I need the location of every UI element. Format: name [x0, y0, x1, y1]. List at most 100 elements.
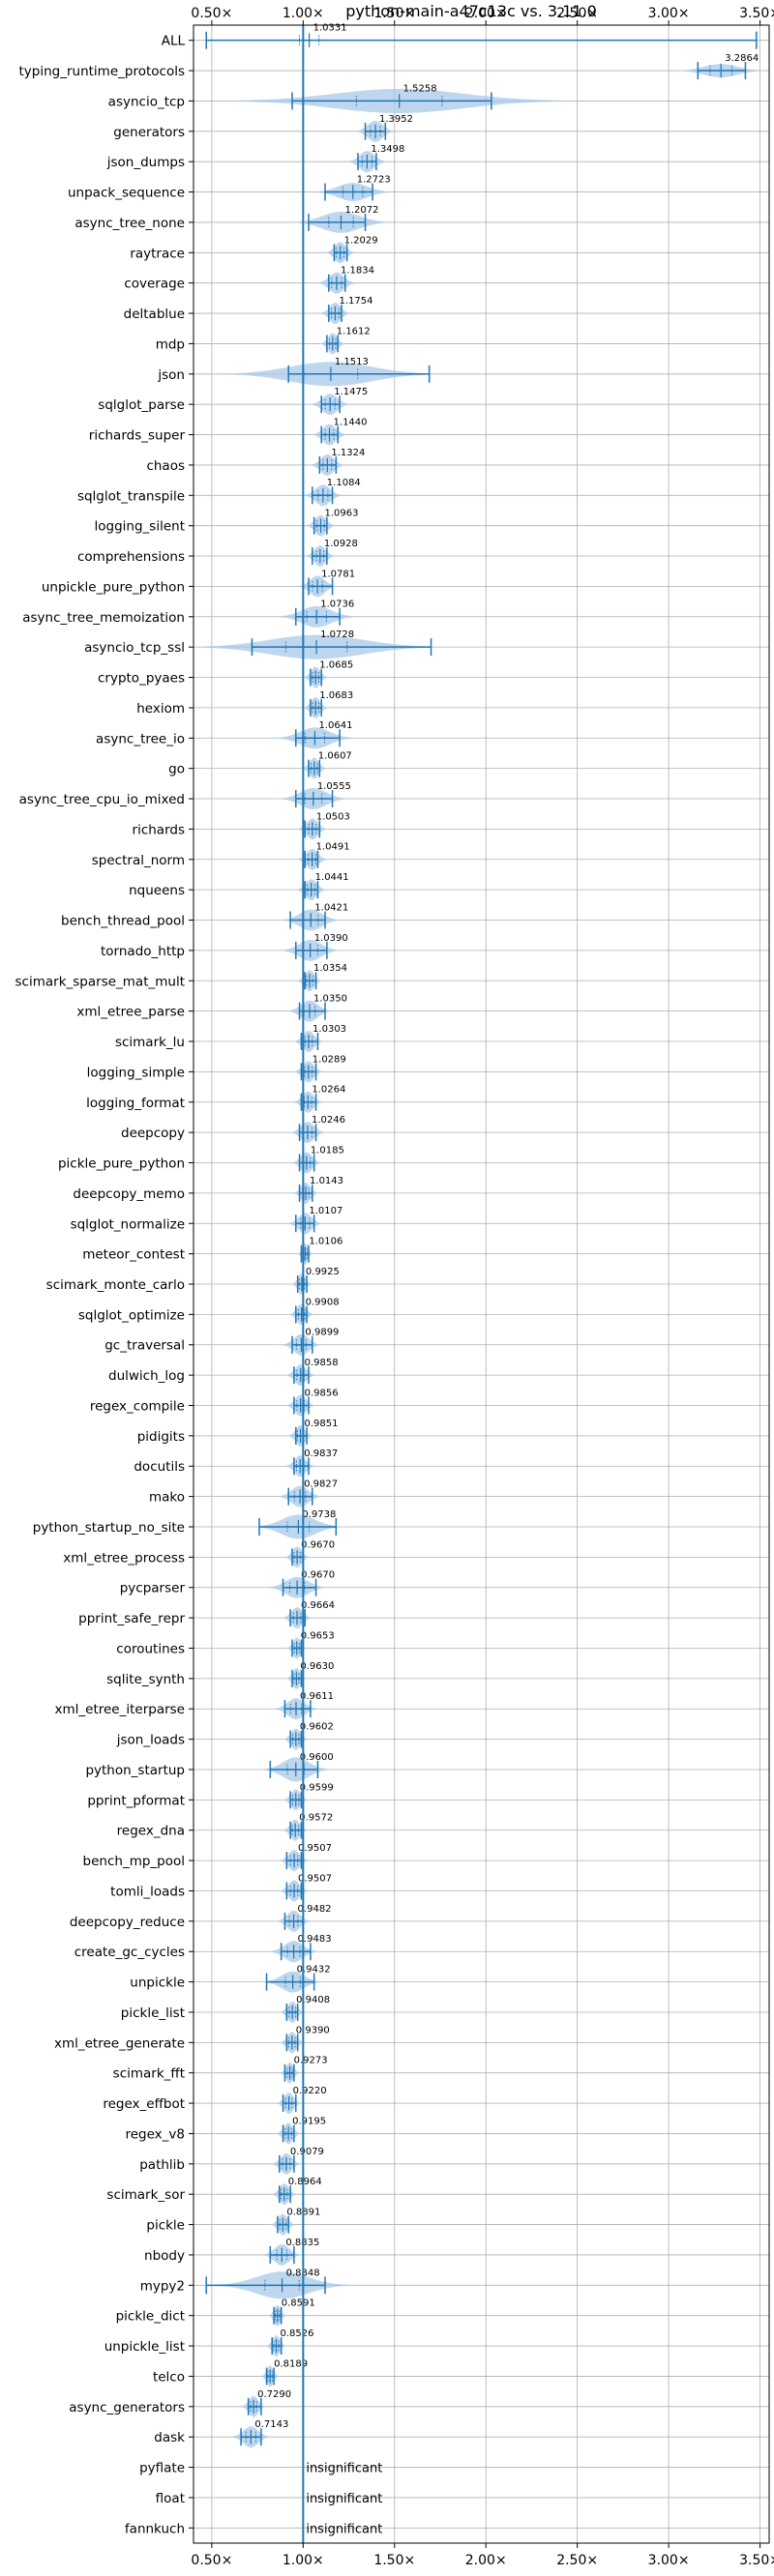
benchmark-label: scimark_sparse_mat_mult — [15, 974, 185, 989]
value-label: 1.0354 — [313, 963, 347, 974]
benchmark-label: hexiom — [136, 701, 185, 717]
chart-title: python-main-a47c13c vs. 3.11.0 — [345, 2, 597, 20]
benchmark-label: unpack_sequence — [68, 186, 185, 201]
value-label: 0.9195 — [292, 2116, 326, 2126]
benchmark-label: dask — [154, 2430, 185, 2445]
benchmark-label: pprint_safe_repr — [78, 1611, 185, 1626]
benchmark-label: mako — [149, 1490, 185, 1506]
value-label: 1.5258 — [403, 83, 437, 94]
benchmark-label: scimark_fft — [113, 2066, 185, 2082]
value-label: 1.1612 — [337, 326, 371, 337]
benchmark-label: sqlite_synth — [106, 1672, 185, 1687]
value-label: 0.9653 — [301, 1630, 335, 1641]
benchmark-label: pprint_pformat — [87, 1793, 185, 1808]
x-tick-label-bottom: 1.00× — [283, 2553, 324, 2568]
benchmark-label: pickle — [146, 2218, 185, 2234]
x-tick-label-top: 2.00× — [465, 6, 507, 21]
x-tick-label-top: 0.50× — [191, 6, 232, 21]
value-label: 1.1834 — [341, 266, 374, 277]
benchmark-label: sqlglot_normalize — [71, 1216, 185, 1232]
benchmark-label: xml_etree_iterparse — [55, 1702, 186, 1717]
benchmark-label: regex_v8 — [125, 2126, 185, 2142]
benchmark-label: sqlglot_transpile — [77, 488, 185, 504]
benchmark-label: logging_silent — [95, 519, 185, 535]
value-label: 1.1440 — [334, 418, 368, 428]
value-label: 1.0683 — [319, 690, 353, 701]
benchmark-label: unpickle_list — [104, 2339, 185, 2355]
insignificant-label: insignificant — [306, 2462, 382, 2476]
benchmark-label: fannkuch — [125, 2521, 185, 2536]
value-label: 0.9630 — [300, 1661, 334, 1672]
value-label: 0.9408 — [296, 1995, 330, 2005]
benchmark-label: async_generators — [69, 2400, 185, 2415]
x-tick-label-top: 1.50× — [373, 6, 415, 21]
benchmark-label: asyncio_tcp — [108, 94, 185, 109]
benchmark-label: regex_dna — [117, 1824, 185, 1839]
value-label: 0.9851 — [305, 1419, 339, 1429]
benchmark-label: telco — [153, 2369, 185, 2385]
benchmark-label: pidigits — [137, 1429, 185, 1445]
value-label: 1.0289 — [313, 1054, 346, 1065]
benchmark-label: sqlglot_optimize — [78, 1307, 185, 1323]
value-label: 0.9925 — [306, 1267, 340, 1277]
benchmark-label: float — [156, 2491, 185, 2506]
benchmark-label: mdp — [156, 337, 185, 352]
value-label: 1.0963 — [325, 509, 359, 519]
benchmark-label: json_loads — [116, 1733, 185, 1748]
value-label: 0.9738 — [302, 1509, 336, 1520]
benchmark-label: regex_effbot — [103, 2096, 185, 2112]
benchmark-label: raytrace — [130, 246, 185, 261]
value-label: 0.9079 — [290, 2147, 324, 2157]
benchmark-label: meteor_contest — [82, 1247, 185, 1263]
benchmark-label: async_tree_memoization — [22, 610, 185, 626]
benchmark-label: scimark_lu — [115, 1035, 185, 1050]
benchmark-label: docutils — [134, 1459, 185, 1475]
value-label: 1.0491 — [316, 842, 350, 853]
benchmark-label: tomli_loads — [110, 1884, 185, 1899]
benchmark-label: coroutines — [116, 1641, 185, 1656]
benchmark-label: python_startup — [85, 1763, 185, 1778]
value-label: 0.9908 — [306, 1297, 340, 1307]
x-tick-label-bottom: 1.50× — [373, 2553, 415, 2568]
benchmark-label: unpickle — [130, 1976, 185, 1991]
benchmark-label: python_startup_no_site — [33, 1520, 185, 1536]
value-label: 0.9670 — [301, 1570, 335, 1581]
value-label: 1.0607 — [318, 751, 352, 762]
x-tick-label-bottom: 2.50× — [556, 2553, 598, 2568]
benchmark-label: nbody — [144, 2248, 185, 2264]
value-label: 1.0685 — [319, 659, 353, 670]
benchmark-label: logging_format — [86, 1096, 185, 1111]
benchmark-label: deepcopy_memo — [73, 1186, 185, 1202]
value-label: 1.3952 — [379, 114, 413, 125]
value-label: 0.9602 — [300, 1722, 334, 1733]
benchmark-label: scimark_sor — [106, 2187, 185, 2203]
value-label: 0.9600 — [300, 1752, 334, 1763]
value-label: 0.8189 — [274, 2358, 308, 2369]
value-label: 1.0390 — [314, 933, 348, 944]
value-label: 1.2029 — [344, 235, 378, 246]
value-label: 1.0350 — [313, 994, 347, 1005]
benchmark-label: deepcopy — [121, 1126, 185, 1141]
benchmark-label: tornado_http — [101, 944, 185, 959]
value-label: 0.9572 — [299, 1813, 333, 1824]
value-label: 1.0641 — [318, 720, 352, 731]
benchmark-label: async_tree_io — [96, 731, 185, 746]
benchmark-label: logging_simple — [87, 1065, 185, 1080]
value-label: 0.9482 — [298, 1904, 332, 1915]
value-label: 0.7290 — [257, 2389, 291, 2400]
benchmark-label: async_tree_cpu_io_mixed — [19, 792, 185, 807]
benchmark-label: dulwich_log — [108, 1368, 185, 1384]
value-label: 1.3498 — [371, 144, 404, 155]
insignificant-label: insignificant — [306, 2522, 382, 2536]
value-label: 0.9670 — [301, 1539, 335, 1550]
value-label: 1.0185 — [311, 1145, 344, 1156]
benchmark-label: spectral_norm — [92, 853, 185, 868]
benchmark-label: async_tree_none — [74, 216, 185, 231]
benchmark-label: pathlib — [139, 2157, 185, 2173]
value-label: 0.9507 — [298, 1843, 332, 1854]
value-label: 0.9432 — [297, 1965, 331, 1976]
benchmark-label: xml_etree_generate — [54, 2035, 185, 2051]
benchmark-label: deltablue — [124, 307, 185, 322]
value-label: 0.7143 — [254, 2419, 288, 2430]
